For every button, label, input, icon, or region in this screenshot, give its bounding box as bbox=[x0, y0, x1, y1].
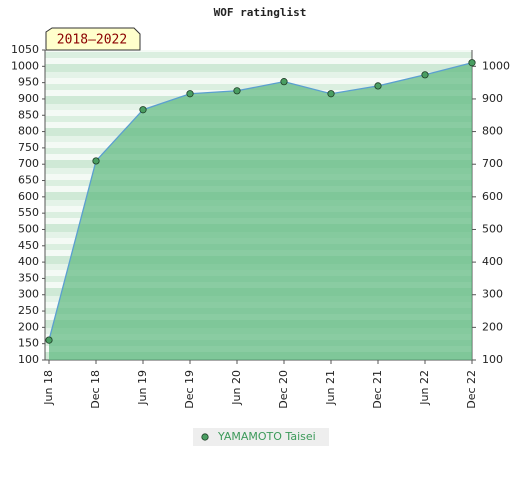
y-tick-label: 150 bbox=[18, 337, 39, 350]
y-tick-label: 450 bbox=[18, 239, 39, 252]
y-tick-label: 1050 bbox=[11, 43, 39, 56]
y2-tick-label: 300 bbox=[482, 288, 503, 301]
y-tick-label: 750 bbox=[18, 141, 39, 154]
x-tick-label: Jun 20 bbox=[230, 370, 243, 406]
y-tick-label: 100 bbox=[18, 353, 39, 366]
y-tick-label: 600 bbox=[18, 190, 39, 203]
y2-tick-label: 1000 bbox=[482, 59, 510, 72]
y-tick-label: 250 bbox=[18, 304, 39, 317]
legend-marker bbox=[201, 433, 209, 441]
y2-tick-label: 700 bbox=[482, 157, 503, 170]
x-tick-label: Jun 19 bbox=[136, 370, 149, 406]
point bbox=[233, 87, 241, 95]
annotation: 2018–2022 bbox=[57, 33, 127, 48]
y-tick-label: 850 bbox=[18, 108, 39, 121]
y-tick-label: 800 bbox=[18, 125, 39, 138]
x-tick-label: Dec 20 bbox=[277, 370, 290, 409]
chart-title: WOF ratinglist bbox=[214, 6, 307, 19]
legend bbox=[193, 428, 329, 446]
point bbox=[421, 71, 429, 79]
x-tick-label: Jun 22 bbox=[418, 370, 431, 406]
y2-tick-label: 500 bbox=[482, 222, 503, 235]
point bbox=[468, 59, 476, 67]
y2-tick-label: 400 bbox=[482, 255, 503, 268]
point bbox=[327, 90, 335, 98]
y-tick-label: 550 bbox=[18, 206, 39, 219]
point bbox=[45, 336, 53, 344]
x-tick-label: Jun 21 bbox=[324, 370, 337, 406]
y2-tick-label: 600 bbox=[482, 190, 503, 203]
y-tick-label: 950 bbox=[18, 76, 39, 89]
y-tick-label: 900 bbox=[18, 92, 39, 105]
y2-tick-label: 200 bbox=[482, 320, 503, 333]
y-tick-label: 300 bbox=[18, 288, 39, 301]
point bbox=[280, 78, 288, 86]
y-tick-label: 1000 bbox=[11, 59, 39, 72]
x-tick-label: Jun 18 bbox=[42, 370, 55, 406]
y2-tick-label: 100 bbox=[482, 353, 503, 366]
y-tick-label: 700 bbox=[18, 157, 39, 170]
x-tick-label: Dec 21 bbox=[371, 370, 384, 409]
point bbox=[139, 106, 147, 114]
x-tick-label: Dec 18 bbox=[89, 370, 102, 409]
point bbox=[186, 90, 194, 98]
y2-tick-label: 800 bbox=[482, 125, 503, 138]
annotation-box bbox=[45, 27, 141, 51]
y-tick-label: 500 bbox=[18, 222, 39, 235]
x-tick-label: Dec 19 bbox=[183, 370, 196, 409]
y-tick-label: 350 bbox=[18, 271, 39, 284]
legend-label: YAMAMOTO Taisei bbox=[217, 430, 316, 443]
area bbox=[49, 62, 472, 360]
y-tick-label: 200 bbox=[18, 320, 39, 333]
y2-tick-label: 900 bbox=[482, 92, 503, 105]
y-tick-label: 650 bbox=[18, 174, 39, 187]
line bbox=[48, 62, 473, 341]
point bbox=[374, 82, 382, 90]
point bbox=[92, 157, 100, 165]
y-tick-label: 400 bbox=[18, 255, 39, 268]
x-tick-label: Dec 22 bbox=[465, 370, 478, 409]
